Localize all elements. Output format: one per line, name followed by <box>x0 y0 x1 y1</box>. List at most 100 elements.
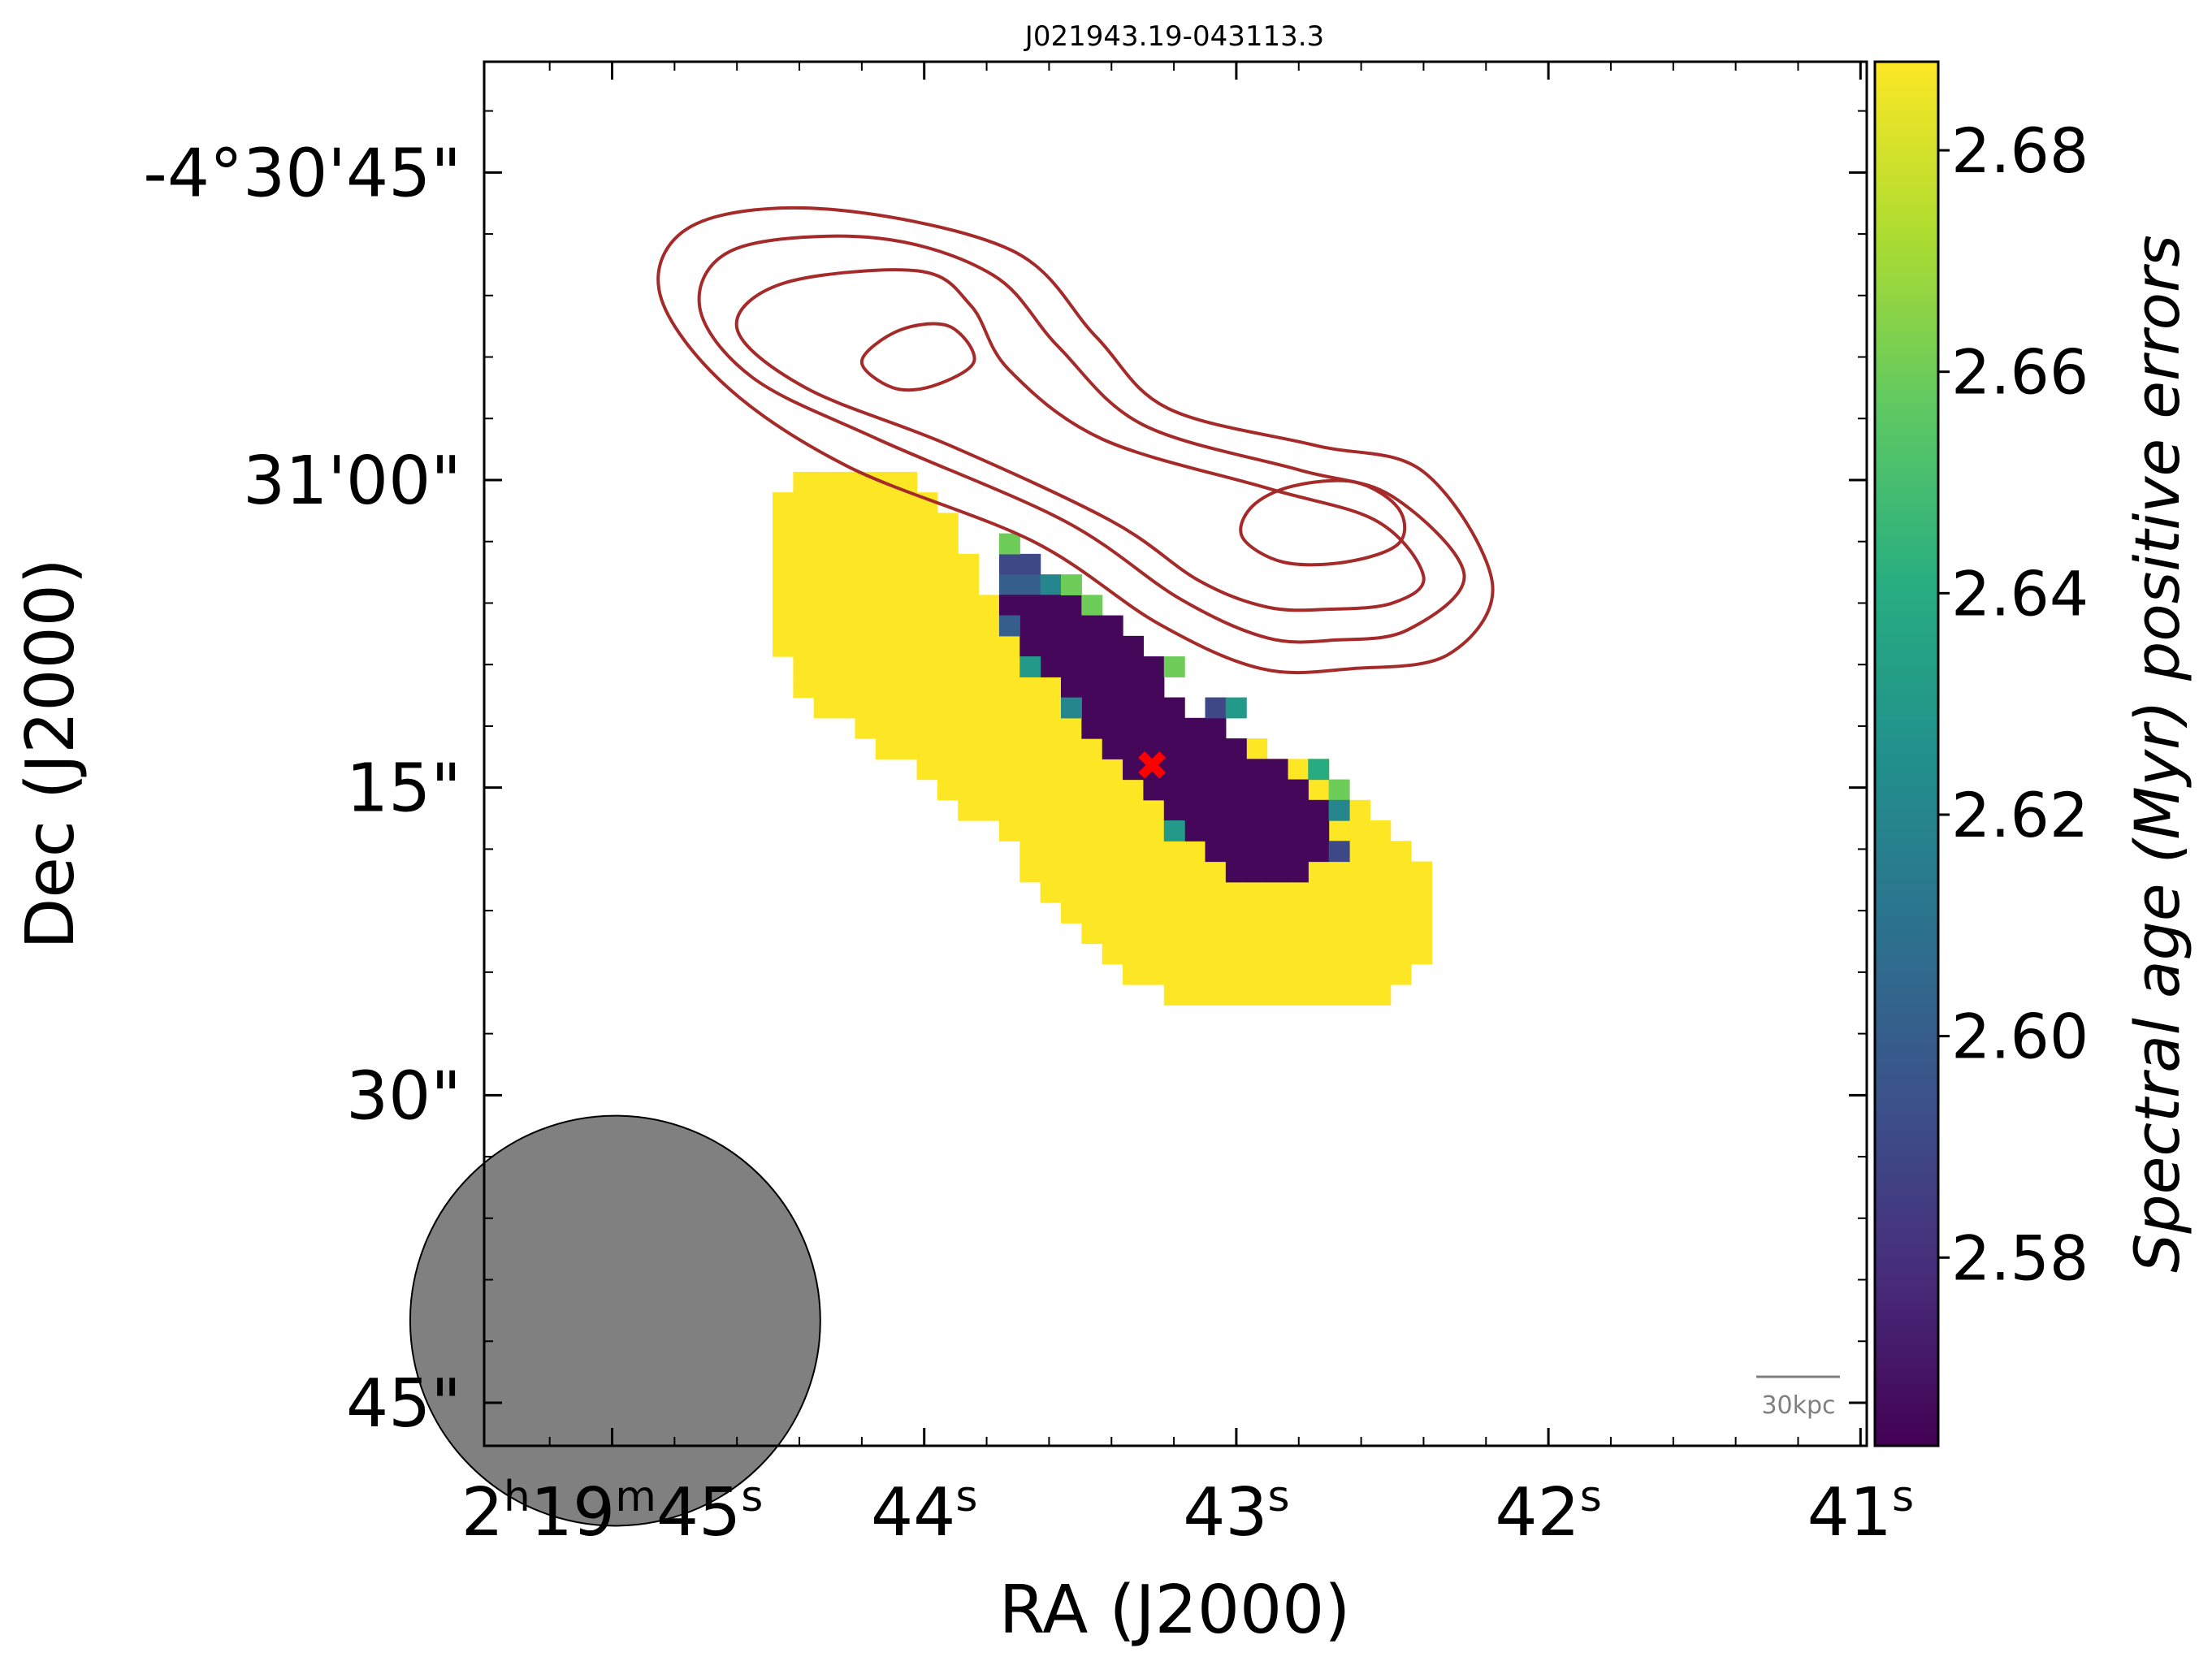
pixel <box>1102 697 1123 719</box>
pixel <box>916 595 938 617</box>
pixel <box>1205 841 1227 863</box>
pixel <box>1123 881 1145 903</box>
pixel <box>1390 902 1412 924</box>
pixel <box>772 595 794 617</box>
pixel <box>1102 841 1123 863</box>
heatmap-pixels <box>772 471 1433 1006</box>
pixel <box>1163 861 1185 883</box>
pixel <box>834 513 856 534</box>
pixel <box>937 553 959 575</box>
pixel <box>1266 963 1288 985</box>
marker-layer <box>1138 751 1167 779</box>
pixel <box>1328 779 1350 801</box>
pixel <box>1163 779 1185 801</box>
pixel <box>1060 841 1082 863</box>
pixel <box>1123 963 1145 985</box>
pixel <box>1205 779 1227 801</box>
pixel <box>1163 820 1185 841</box>
beam-layer <box>409 1114 821 1527</box>
pixel <box>1328 799 1350 821</box>
pixel <box>1205 881 1227 903</box>
pixel <box>1019 820 1041 841</box>
pixel <box>1060 779 1082 801</box>
pixel <box>1287 923 1309 945</box>
pixel <box>1102 738 1123 759</box>
pixel <box>1287 759 1309 781</box>
pixel <box>1205 923 1227 945</box>
pixel <box>772 553 794 575</box>
pixel <box>1019 656 1041 677</box>
pixel <box>855 553 877 575</box>
colorbar-tick-label: 2.62 <box>1951 779 2089 851</box>
pixel <box>1163 717 1185 739</box>
pixel <box>813 595 835 617</box>
pixel <box>1390 963 1412 985</box>
pixel <box>1040 861 1062 883</box>
x-tick-label: 41s <box>1807 1473 1914 1551</box>
pixel <box>896 656 918 677</box>
pixel <box>1328 923 1350 945</box>
pixel <box>1143 841 1165 863</box>
pixel <box>1163 841 1185 863</box>
pixel <box>1184 881 1206 903</box>
y-tick-label: 45" <box>346 1365 461 1443</box>
pixel <box>1163 881 1185 903</box>
pixel <box>1205 738 1227 759</box>
pixel <box>875 615 897 637</box>
plot-frame <box>483 60 1868 1447</box>
pixel <box>1040 738 1062 759</box>
pixel <box>772 533 794 555</box>
pixel <box>1081 923 1103 945</box>
pixel <box>1308 841 1330 863</box>
pixel <box>1225 881 1247 903</box>
pixel <box>1348 984 1370 1006</box>
pixel <box>1143 779 1165 801</box>
minor-ticks <box>484 62 1867 1446</box>
pixel <box>1040 574 1062 595</box>
pixel <box>1060 656 1082 677</box>
pixel <box>1060 759 1082 781</box>
pixel <box>1225 820 1247 841</box>
pixel <box>813 697 835 719</box>
pixel <box>937 759 959 781</box>
pixel <box>998 553 1020 575</box>
pixel <box>1123 656 1145 677</box>
pixel <box>1040 595 1062 617</box>
pixel <box>1019 697 1041 719</box>
pixel <box>1225 779 1247 801</box>
colorbar-tick-label: 2.68 <box>1951 115 2089 187</box>
pixel <box>834 553 856 575</box>
pixel <box>1102 820 1123 841</box>
pixel <box>1205 963 1227 985</box>
pixel <box>1143 677 1165 699</box>
colorbar-tick-label: 2.60 <box>1951 1001 2089 1073</box>
pixel <box>958 574 980 595</box>
pixel <box>1308 963 1330 985</box>
pixel <box>1081 881 1103 903</box>
pixel <box>1390 943 1412 965</box>
pixel <box>896 738 918 759</box>
pixel <box>1205 799 1227 821</box>
contour-layer <box>656 206 1495 675</box>
pixel <box>1246 902 1268 924</box>
pixel <box>958 697 980 719</box>
pixel <box>875 574 897 595</box>
pixel <box>916 513 938 534</box>
pixel <box>1308 779 1330 801</box>
pixel <box>855 635 877 657</box>
pixel <box>1143 902 1165 924</box>
pixel <box>1225 943 1247 965</box>
pixel <box>793 595 815 617</box>
pixel <box>1370 943 1392 965</box>
pixel <box>1348 841 1370 863</box>
pixel <box>813 533 835 555</box>
pixel <box>1370 881 1392 903</box>
pixel <box>1060 574 1082 595</box>
pixel <box>793 513 815 534</box>
pixel <box>1225 963 1247 985</box>
pixel <box>1040 881 1062 903</box>
pixel <box>813 492 835 513</box>
pixel <box>1102 656 1123 677</box>
pixel <box>1081 677 1103 699</box>
pixel <box>937 513 959 534</box>
